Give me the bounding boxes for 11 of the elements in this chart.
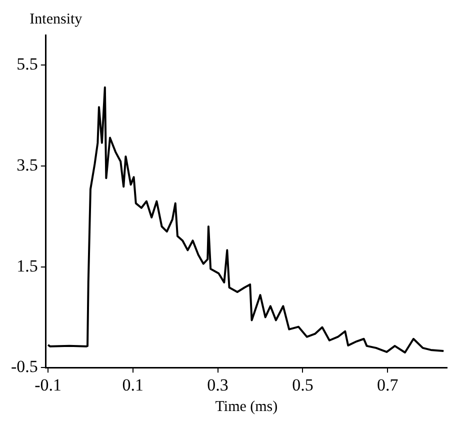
- y-axis-title: Intensity: [30, 11, 83, 28]
- x-tick-label: -0.1: [34, 375, 62, 394]
- y-tick-label: 5.5: [16, 54, 38, 74]
- x-tick-label: 0.3: [207, 375, 228, 394]
- y-tick-label: 1.5: [16, 256, 38, 276]
- x-axis-title: Time (ms): [215, 399, 278, 416]
- y-tick-label: 3.5: [16, 155, 38, 174]
- x-tick-label: 0.1: [122, 375, 144, 394]
- x-tick-label: 0.5: [292, 375, 314, 394]
- y-tick-label: -0.5: [10, 357, 38, 376]
- x-tick-label: 0.7: [376, 375, 399, 394]
